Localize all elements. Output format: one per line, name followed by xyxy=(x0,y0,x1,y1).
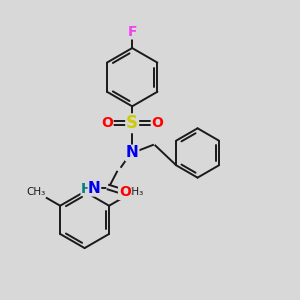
Text: N: N xyxy=(88,181,101,196)
Text: O: O xyxy=(101,116,113,130)
Text: F: F xyxy=(128,25,137,39)
Text: O: O xyxy=(119,185,131,199)
Text: CH₃: CH₃ xyxy=(124,187,143,197)
Text: O: O xyxy=(152,116,164,130)
Text: H: H xyxy=(81,182,92,196)
Text: S: S xyxy=(126,114,138,132)
Text: N: N xyxy=(126,146,139,160)
Text: CH₃: CH₃ xyxy=(26,187,45,197)
